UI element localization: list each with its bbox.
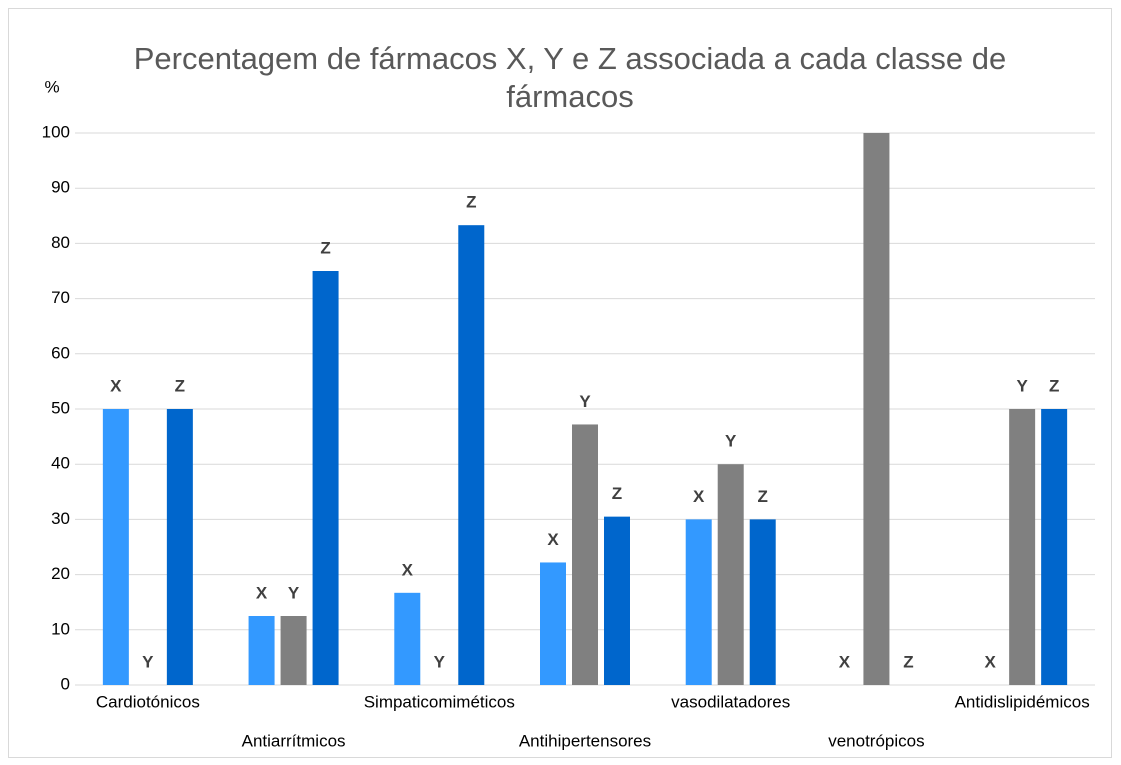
data-label: Z bbox=[758, 487, 768, 506]
data-label: X bbox=[984, 652, 996, 671]
x-tick-label: vasodilatadores bbox=[671, 692, 790, 711]
bar bbox=[280, 616, 307, 685]
bar bbox=[312, 271, 339, 685]
bar bbox=[572, 424, 598, 685]
data-label: Z bbox=[175, 376, 185, 395]
data-label: Z bbox=[320, 238, 330, 257]
bar bbox=[102, 409, 129, 685]
data-label: X bbox=[110, 376, 122, 395]
bar bbox=[1009, 409, 1036, 685]
y-tick-label: 30 bbox=[51, 509, 70, 528]
x-tick-label: Antidislipidémicos bbox=[955, 692, 1090, 711]
y-tick-label: 60 bbox=[51, 343, 70, 362]
bar bbox=[248, 616, 275, 685]
data-label: Z bbox=[1049, 376, 1059, 395]
data-label: Y bbox=[579, 392, 591, 411]
data-label: X bbox=[402, 560, 414, 579]
bar bbox=[458, 225, 485, 685]
bar bbox=[685, 519, 712, 685]
y-tick-label: 80 bbox=[51, 233, 70, 252]
bar bbox=[717, 464, 744, 685]
y-tick-label: 50 bbox=[51, 398, 70, 417]
data-label: Y bbox=[1016, 376, 1028, 395]
y-tick-label: 100 bbox=[42, 122, 70, 141]
bar bbox=[604, 516, 630, 685]
data-label: Z bbox=[903, 652, 913, 671]
x-tick-label: Cardiotónicos bbox=[96, 692, 200, 711]
y-tick-label: 40 bbox=[51, 454, 70, 473]
data-label: Y bbox=[142, 652, 154, 671]
x-tick-label: Antihipertensores bbox=[519, 731, 651, 750]
bar bbox=[540, 562, 566, 685]
y-tick-label: 90 bbox=[51, 178, 70, 197]
y-axis-label: % bbox=[44, 77, 59, 96]
data-label: X bbox=[693, 487, 705, 506]
x-tick-label: Simpaticomiméticos bbox=[364, 692, 515, 711]
bar bbox=[863, 133, 890, 685]
y-tick-label: 20 bbox=[51, 564, 70, 583]
y-tick-label: 70 bbox=[51, 288, 70, 307]
data-label: Y bbox=[288, 583, 300, 602]
chart-frame bbox=[8, 8, 1112, 758]
data-label: X bbox=[839, 652, 851, 671]
data-label: X bbox=[547, 530, 559, 549]
data-label: Z bbox=[466, 193, 476, 212]
x-tick-label: Antiarrítmicos bbox=[242, 731, 346, 750]
y-tick-label: 10 bbox=[51, 619, 70, 638]
data-label: Y bbox=[725, 432, 737, 451]
chart-title: Percentagem de fármacos X, Y e Z associa… bbox=[133, 41, 1007, 114]
data-label: Y bbox=[434, 652, 446, 671]
bar bbox=[749, 519, 776, 685]
data-label: X bbox=[256, 583, 268, 602]
bar bbox=[1041, 409, 1068, 685]
bar bbox=[166, 409, 193, 685]
y-tick-label: 0 bbox=[61, 674, 70, 693]
x-tick-label: venotrópicos bbox=[828, 731, 924, 750]
bar bbox=[394, 592, 421, 685]
data-label: Z bbox=[612, 484, 622, 503]
